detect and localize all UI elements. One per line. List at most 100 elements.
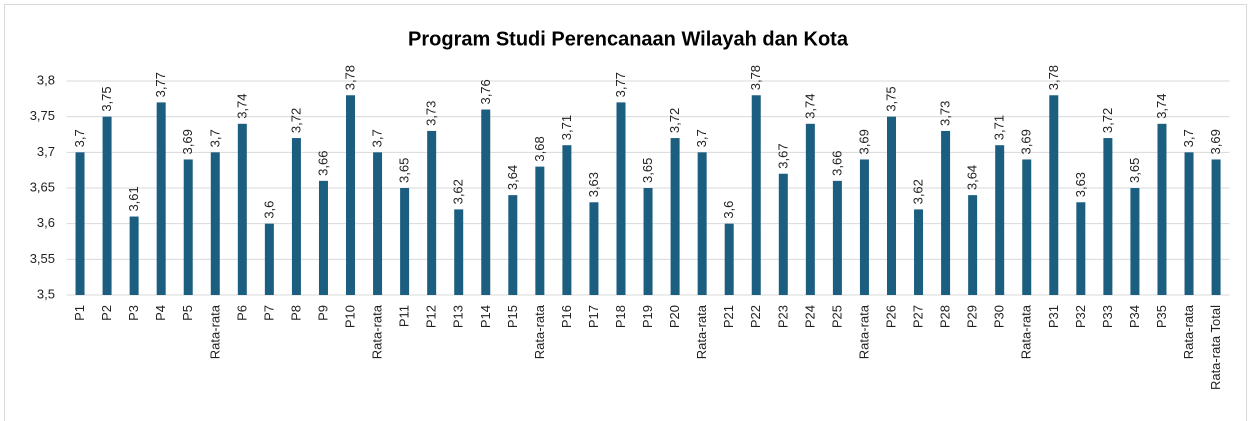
bar: [102, 116, 112, 296]
value-label: 3,62: [911, 179, 926, 204]
value-label: 3,63: [586, 172, 601, 197]
value-label: 3,7: [694, 129, 709, 147]
x-tick-label: P9: [315, 305, 330, 321]
x-tick-label: Rata-rata: [207, 304, 222, 359]
value-label: 3,69: [1019, 129, 1034, 154]
bar: [156, 102, 166, 296]
value-label: 3,7: [207, 129, 222, 147]
x-tick-label: P28: [938, 305, 953, 328]
value-label: 3,66: [315, 151, 330, 176]
x-tick-label: P35: [1154, 305, 1169, 328]
x-tick-label: Rata-rata: [532, 304, 547, 359]
value-label: 3,77: [153, 72, 168, 97]
value-label: 3,78: [748, 65, 763, 90]
value-label: 3,69: [180, 129, 195, 154]
y-tick-label: 3,6: [37, 215, 55, 230]
value-label: 3,6: [721, 201, 736, 219]
x-tick-label: P1: [72, 305, 87, 321]
value-label: 3,74: [802, 93, 817, 118]
bar: [1049, 95, 1059, 296]
value-label: 3,64: [505, 165, 520, 190]
value-label: 3,74: [1154, 93, 1169, 118]
value-label: 3,73: [938, 101, 953, 126]
bar: [724, 223, 734, 295]
value-label: 3,61: [126, 186, 141, 211]
x-tick-label: P17: [586, 305, 601, 328]
value-label: 3,75: [99, 86, 114, 111]
x-tick-label: P12: [424, 305, 439, 328]
value-label: 3,72: [667, 108, 682, 133]
x-tick-label: P26: [883, 305, 898, 328]
bar: [427, 130, 437, 295]
x-tick-label: P19: [640, 305, 655, 328]
chart-frame: [4, 4, 1247, 421]
bar: [1076, 202, 1086, 295]
value-label: 3,69: [1208, 129, 1223, 154]
bar: [1184, 152, 1194, 295]
bar: [1157, 123, 1167, 295]
value-label: 3,71: [992, 115, 1007, 140]
bar: [1103, 138, 1113, 295]
value-label: 3,69: [856, 129, 871, 154]
x-tick-label: Rata-rata Total: [1208, 305, 1223, 390]
bar: [400, 188, 410, 295]
x-tick-label: P4: [153, 305, 168, 321]
y-tick-label: 3,75: [30, 108, 55, 123]
value-label: 3,78: [1046, 65, 1061, 90]
value-label: 3,64: [965, 165, 980, 190]
x-tick-label: P34: [1127, 305, 1142, 328]
x-tick-label: P5: [180, 305, 195, 321]
bar: [751, 95, 761, 296]
bar: [778, 173, 788, 295]
x-tick-label: P30: [992, 305, 1007, 328]
value-label: 3,6: [261, 201, 276, 219]
bar: [968, 195, 978, 295]
x-tick-label: P23: [775, 305, 790, 328]
x-tick-label: P18: [613, 305, 628, 328]
x-tick-label: P8: [288, 305, 303, 321]
bar: [1022, 159, 1032, 295]
value-label: 3,78: [343, 65, 358, 90]
x-tick-label: Rata-rata: [370, 304, 385, 359]
value-label: 3,74: [234, 93, 249, 118]
x-tick-label: P2: [99, 305, 114, 321]
bar: [562, 145, 572, 295]
y-tick-label: 3,55: [30, 251, 55, 266]
x-tick-label: P29: [965, 305, 980, 328]
bar: [914, 209, 924, 295]
bar: [589, 202, 599, 295]
bar: [237, 123, 247, 295]
bar: [805, 123, 815, 295]
value-label: 3,66: [829, 151, 844, 176]
x-tick-label: P13: [451, 305, 466, 328]
bar: [832, 180, 842, 295]
x-tick-label: P15: [505, 305, 520, 328]
bar: [183, 159, 193, 295]
x-tick-label: Rata-rata: [1019, 304, 1034, 359]
bar: [318, 180, 328, 295]
value-label: 3,7: [72, 129, 87, 147]
x-tick-label: Rata-rata: [694, 304, 709, 359]
chart-title: Program Studi Perencanaan Wilayah dan Ko…: [408, 28, 849, 50]
bar: [481, 109, 491, 296]
bar: [373, 152, 383, 295]
bar: [1211, 159, 1221, 295]
x-tick-label: P7: [261, 305, 276, 321]
bar: [508, 195, 518, 295]
bar: [129, 216, 139, 295]
value-label: 3,75: [883, 86, 898, 111]
bar: [346, 95, 356, 296]
x-tick-label: P31: [1046, 305, 1061, 328]
value-label: 3,76: [478, 79, 493, 104]
y-tick-label: 3,7: [37, 144, 55, 159]
bar: [535, 166, 545, 295]
x-tick-label: P22: [748, 305, 763, 328]
x-tick-label: P20: [667, 305, 682, 328]
value-label: 3,71: [559, 115, 574, 140]
value-label: 3,72: [1100, 108, 1115, 133]
x-tick-label: P27: [911, 305, 926, 328]
bar: [291, 138, 301, 295]
x-tick-label: P32: [1073, 305, 1088, 328]
x-tick-label: Rata-rata: [1181, 304, 1196, 359]
